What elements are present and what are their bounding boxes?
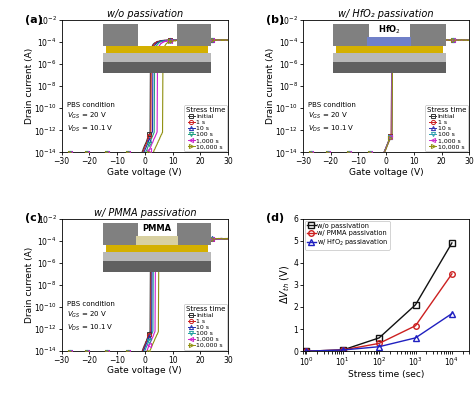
w/ HfO$_2$ passiavation [449, 311, 455, 316]
w/ PMMA passivation [303, 349, 309, 354]
w/o passivation [376, 336, 382, 340]
Legend: Initial, 1 s, 10 s, 100 s, 1,000 s, 10,000 s: Initial, 1 s, 10 s, 100 s, 1,000 s, 10,0… [183, 304, 227, 350]
Legend: Initial, 1 s, 10 s, 100 s, 1,000 s, 10,000 s: Initial, 1 s, 10 s, 100 s, 1,000 s, 10,0… [425, 105, 468, 151]
X-axis label: Gate voltage (V): Gate voltage (V) [108, 168, 182, 177]
Text: (d): (d) [266, 213, 284, 223]
Y-axis label: Drain current (A): Drain current (A) [266, 48, 275, 124]
Legend: Initial, 1 s, 10 s, 100 s, 1,000 s, 10,000 s: Initial, 1 s, 10 s, 100 s, 1,000 s, 10,0… [183, 105, 227, 151]
w/ HfO$_2$ passiavation [376, 344, 382, 349]
Y-axis label: Drain current (A): Drain current (A) [25, 48, 34, 124]
w/ HfO$_2$ passiavation [413, 336, 419, 340]
Text: PBS condition
$V_{GS}$ = 20 V
$V_{DS}$ = 10.1 V: PBS condition $V_{GS}$ = 20 V $V_{DS}$ =… [67, 102, 115, 134]
w/ HfO$_2$ passiavation [340, 348, 346, 352]
w/o passivation [340, 348, 346, 352]
w/ PMMA passivation [413, 323, 419, 328]
Y-axis label: Drain current (A): Drain current (A) [25, 247, 34, 323]
Text: (b): (b) [266, 15, 284, 25]
Text: PBS condition
$V_{GS}$ = 20 V
$V_{DS}$ = 10.1 V: PBS condition $V_{GS}$ = 20 V $V_{DS}$ =… [67, 301, 115, 333]
Text: (a): (a) [25, 15, 43, 25]
X-axis label: Gate voltage (V): Gate voltage (V) [108, 366, 182, 375]
Text: (c): (c) [25, 213, 42, 223]
X-axis label: Stress time (sec): Stress time (sec) [348, 370, 424, 379]
w/ PMMA passivation [376, 341, 382, 346]
Text: PBS condition
$V_{GS}$ = 20 V
$V_{DS}$ = 10.1 V: PBS condition $V_{GS}$ = 20 V $V_{DS}$ =… [308, 102, 356, 134]
Line: w/ HfO$_2$ passiavation: w/ HfO$_2$ passiavation [304, 311, 455, 354]
w/o passivation [449, 241, 455, 245]
Title: w/ PMMA passivation: w/ PMMA passivation [93, 208, 196, 218]
Legend: w/o passivation, w/ PMMA passivation, w/ HfO$_2$ passiavation: w/o passivation, w/ PMMA passivation, w/… [305, 221, 390, 249]
Title: w/o passivation: w/o passivation [107, 9, 183, 19]
Title: w/ HfO₂ passivation: w/ HfO₂ passivation [338, 9, 434, 19]
w/ HfO$_2$ passiavation [303, 349, 309, 354]
w/ PMMA passivation [340, 348, 346, 352]
w/ PMMA passivation [449, 271, 455, 276]
Y-axis label: $\Delta V_{th}$ (V): $\Delta V_{th}$ (V) [278, 265, 292, 304]
w/o passivation [303, 349, 309, 354]
Line: w/o passivation: w/o passivation [304, 240, 455, 354]
w/o passivation [413, 302, 419, 307]
Line: w/ PMMA passivation: w/ PMMA passivation [304, 271, 455, 354]
X-axis label: Gate voltage (V): Gate voltage (V) [349, 168, 423, 177]
